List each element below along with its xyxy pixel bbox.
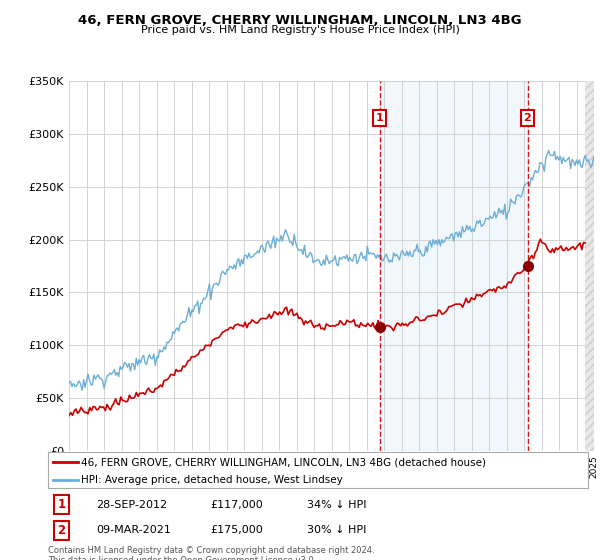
- Text: 34% ↓ HPI: 34% ↓ HPI: [307, 500, 367, 510]
- Text: Price paid vs. HM Land Registry's House Price Index (HPI): Price paid vs. HM Land Registry's House …: [140, 25, 460, 35]
- Text: 30% ↓ HPI: 30% ↓ HPI: [307, 525, 367, 535]
- Text: 2: 2: [58, 524, 65, 537]
- Text: £175,000: £175,000: [210, 525, 263, 535]
- Text: 09-MAR-2021: 09-MAR-2021: [97, 525, 172, 535]
- Text: 1: 1: [58, 498, 65, 511]
- Text: HPI: Average price, detached house, West Lindsey: HPI: Average price, detached house, West…: [82, 475, 343, 486]
- Text: 1: 1: [376, 113, 383, 123]
- Text: £117,000: £117,000: [210, 500, 263, 510]
- Text: 2: 2: [524, 113, 532, 123]
- Text: 46, FERN GROVE, CHERRY WILLINGHAM, LINCOLN, LN3 4BG (detached house): 46, FERN GROVE, CHERRY WILLINGHAM, LINCO…: [82, 457, 487, 467]
- Text: Contains HM Land Registry data © Crown copyright and database right 2024.
This d: Contains HM Land Registry data © Crown c…: [48, 546, 374, 560]
- Bar: [380, 81, 527, 451]
- Text: 28-SEP-2012: 28-SEP-2012: [97, 500, 168, 510]
- Bar: [585, 81, 594, 451]
- Text: 46, FERN GROVE, CHERRY WILLINGHAM, LINCOLN, LN3 4BG: 46, FERN GROVE, CHERRY WILLINGHAM, LINCO…: [78, 14, 522, 27]
